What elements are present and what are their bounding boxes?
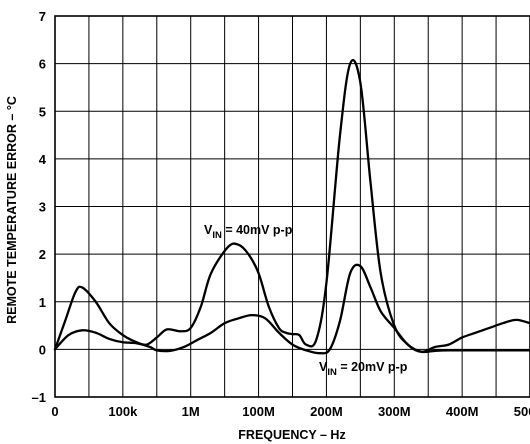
y-tick-label: 1 <box>39 295 46 310</box>
x-axis-title: FREQUENCY – Hz <box>238 428 345 442</box>
series-layer <box>53 58 530 355</box>
y-tick-label: 5 <box>39 104 46 119</box>
y-tick-label: 7 <box>39 9 46 24</box>
x-tick-label: 100k <box>108 404 138 419</box>
x-tick-label: 200M <box>310 404 343 419</box>
y-tick-label: 2 <box>39 247 46 262</box>
x-tick-label: 1M <box>182 404 200 419</box>
annotation-vin-40mv: VIN = 40mV p-p <box>204 223 293 241</box>
y-tick-label: 3 <box>39 200 46 215</box>
y-tick-label: 4 <box>39 152 47 167</box>
y-tick-label: 6 <box>39 57 46 72</box>
x-tick-labels: 0 100k 1M 100M 200M 300M 400M 500M <box>51 404 530 419</box>
x-tick-label: 100M <box>242 404 275 419</box>
annotation-vin-20mv: VIN = 20mV p-p <box>319 360 408 378</box>
x-tick-label: 500M <box>514 404 530 419</box>
y-tick-label: –1 <box>32 390 46 405</box>
series-line-vin-20mv <box>53 263 530 355</box>
x-tick-label: 0 <box>51 404 58 419</box>
plot-border <box>54 15 530 398</box>
y-axis-title: REMOTE TEMPERATURE ERROR – °C <box>5 96 19 324</box>
x-tick-label: 400M <box>446 404 479 419</box>
y-tick-labels: –1 0 1 2 3 4 5 6 7 <box>32 9 47 405</box>
y-tick-label: 0 <box>39 342 46 357</box>
x-tick-label: 300M <box>378 404 411 419</box>
plot-frame <box>54 15 530 398</box>
